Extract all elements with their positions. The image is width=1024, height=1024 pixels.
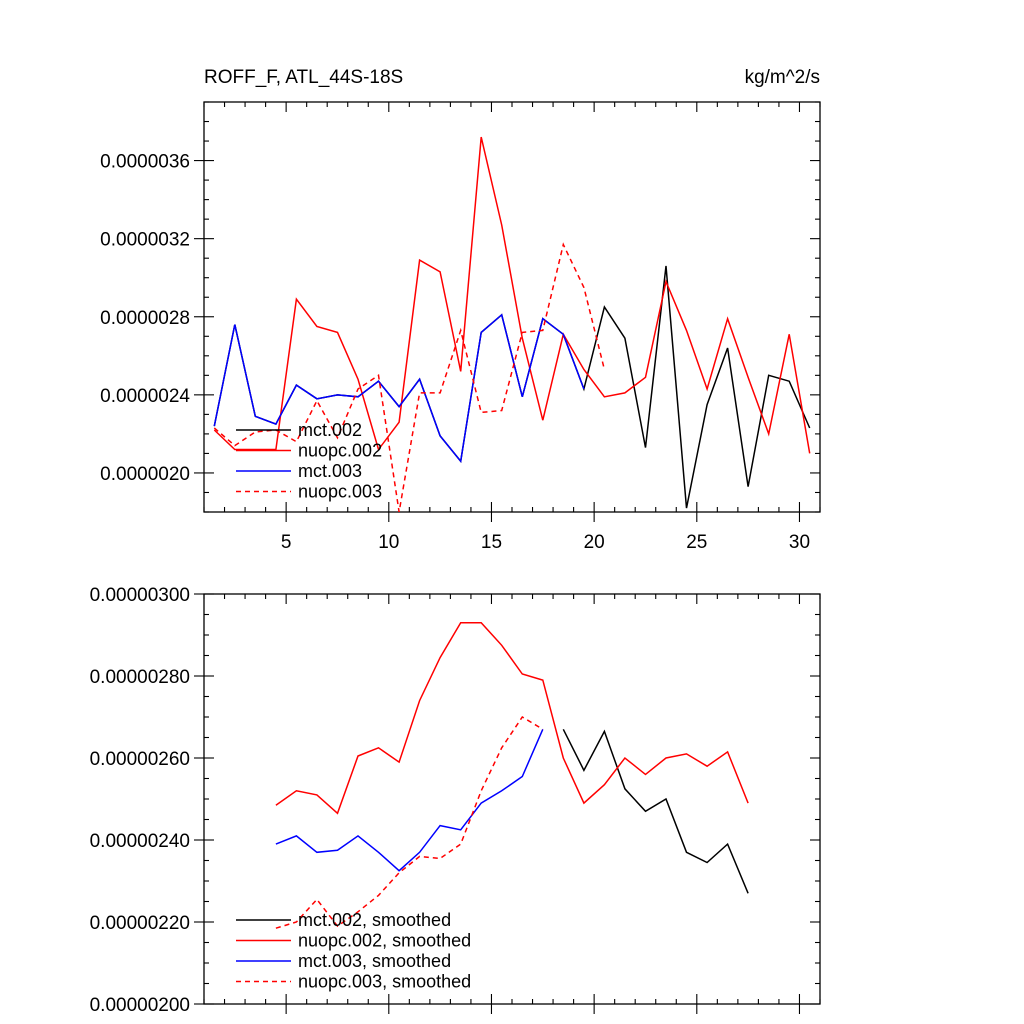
- y-tick-label: 0.0000036: [100, 152, 190, 173]
- y-tick-label: 0.0000020: [100, 464, 190, 485]
- y-tick-label: 0.00000220: [90, 913, 190, 934]
- y-tick-label: 0.0000028: [100, 308, 190, 329]
- bottom-panel: 0.00000200 0.00000220 0.00000240 0.00000260…: [90, 585, 821, 1016]
- y-tick-label: 0.0000032: [100, 230, 190, 251]
- series-line-mct-002-smoothed: [562, 728, 749, 894]
- series-line-nuopc-002: [213, 136, 811, 454]
- legend-label: mct.003: [298, 461, 362, 481]
- legend-label: nuopc.002, smoothed: [298, 931, 471, 951]
- y-tick-label: 0.00000260: [90, 749, 190, 770]
- legend-label: nuopc.003: [298, 482, 382, 502]
- y-tick-label: 0.00000200: [90, 995, 190, 1016]
- legend-label: mct.003, smoothed: [298, 951, 451, 971]
- x-tick-label: 20: [584, 532, 605, 553]
- top-axis-ticks: [194, 101, 821, 522]
- top-y-tick-labels: 0.0000020 0.0000024 0.0000028 0.0000032 0.00…: [100, 152, 190, 485]
- series-line-nuopc-002-smoothed: [275, 621, 749, 815]
- top-panel-title: ROFF_F, ATL_44S-18S: [204, 67, 403, 88]
- series-line-nuopc-003: [213, 242, 606, 512]
- bottom-series-lines: [275, 621, 749, 929]
- x-tick-label: 15: [481, 532, 502, 553]
- y-tick-label: 0.00000300: [90, 585, 190, 606]
- x-tick-label: 5: [281, 532, 292, 553]
- bottom-y-tick-labels: 0.00000200 0.00000220 0.00000240 0.00000260…: [90, 585, 190, 1016]
- top-panel-units: kg/m^2/s: [745, 67, 820, 88]
- y-tick-label: 0.0000024: [100, 386, 190, 407]
- top-x-tick-labels: 5 10 15 20 25 30: [281, 532, 810, 553]
- series-line-mct-003-smoothed: [275, 729, 544, 872]
- x-tick-label: 10: [378, 532, 399, 553]
- series-line-mct-003: [213, 313, 585, 463]
- y-tick-label: 0.00000280: [90, 667, 190, 688]
- series-line-nuopc-003-smoothed: [275, 715, 544, 929]
- legend-label: nuopc.003, smoothed: [298, 972, 471, 992]
- x-tick-label: 25: [686, 532, 707, 553]
- bottom-plot-frame: [203, 593, 821, 1005]
- bottom-axis-ticks: [194, 593, 821, 1014]
- top-panel: ROFF_F, ATL_44S-18S kg/m^2/s 0.00000200.…: [100, 67, 821, 553]
- top-plot-frame: [203, 101, 821, 513]
- top-series-lines: [213, 136, 811, 512]
- legend-label: mct.002: [298, 420, 362, 440]
- y-tick-label: 0.00000240: [90, 831, 190, 852]
- legend-label: nuopc.002: [298, 441, 382, 461]
- x-tick-label: 30: [789, 532, 810, 553]
- legend-label: mct.002, smoothed: [298, 910, 451, 930]
